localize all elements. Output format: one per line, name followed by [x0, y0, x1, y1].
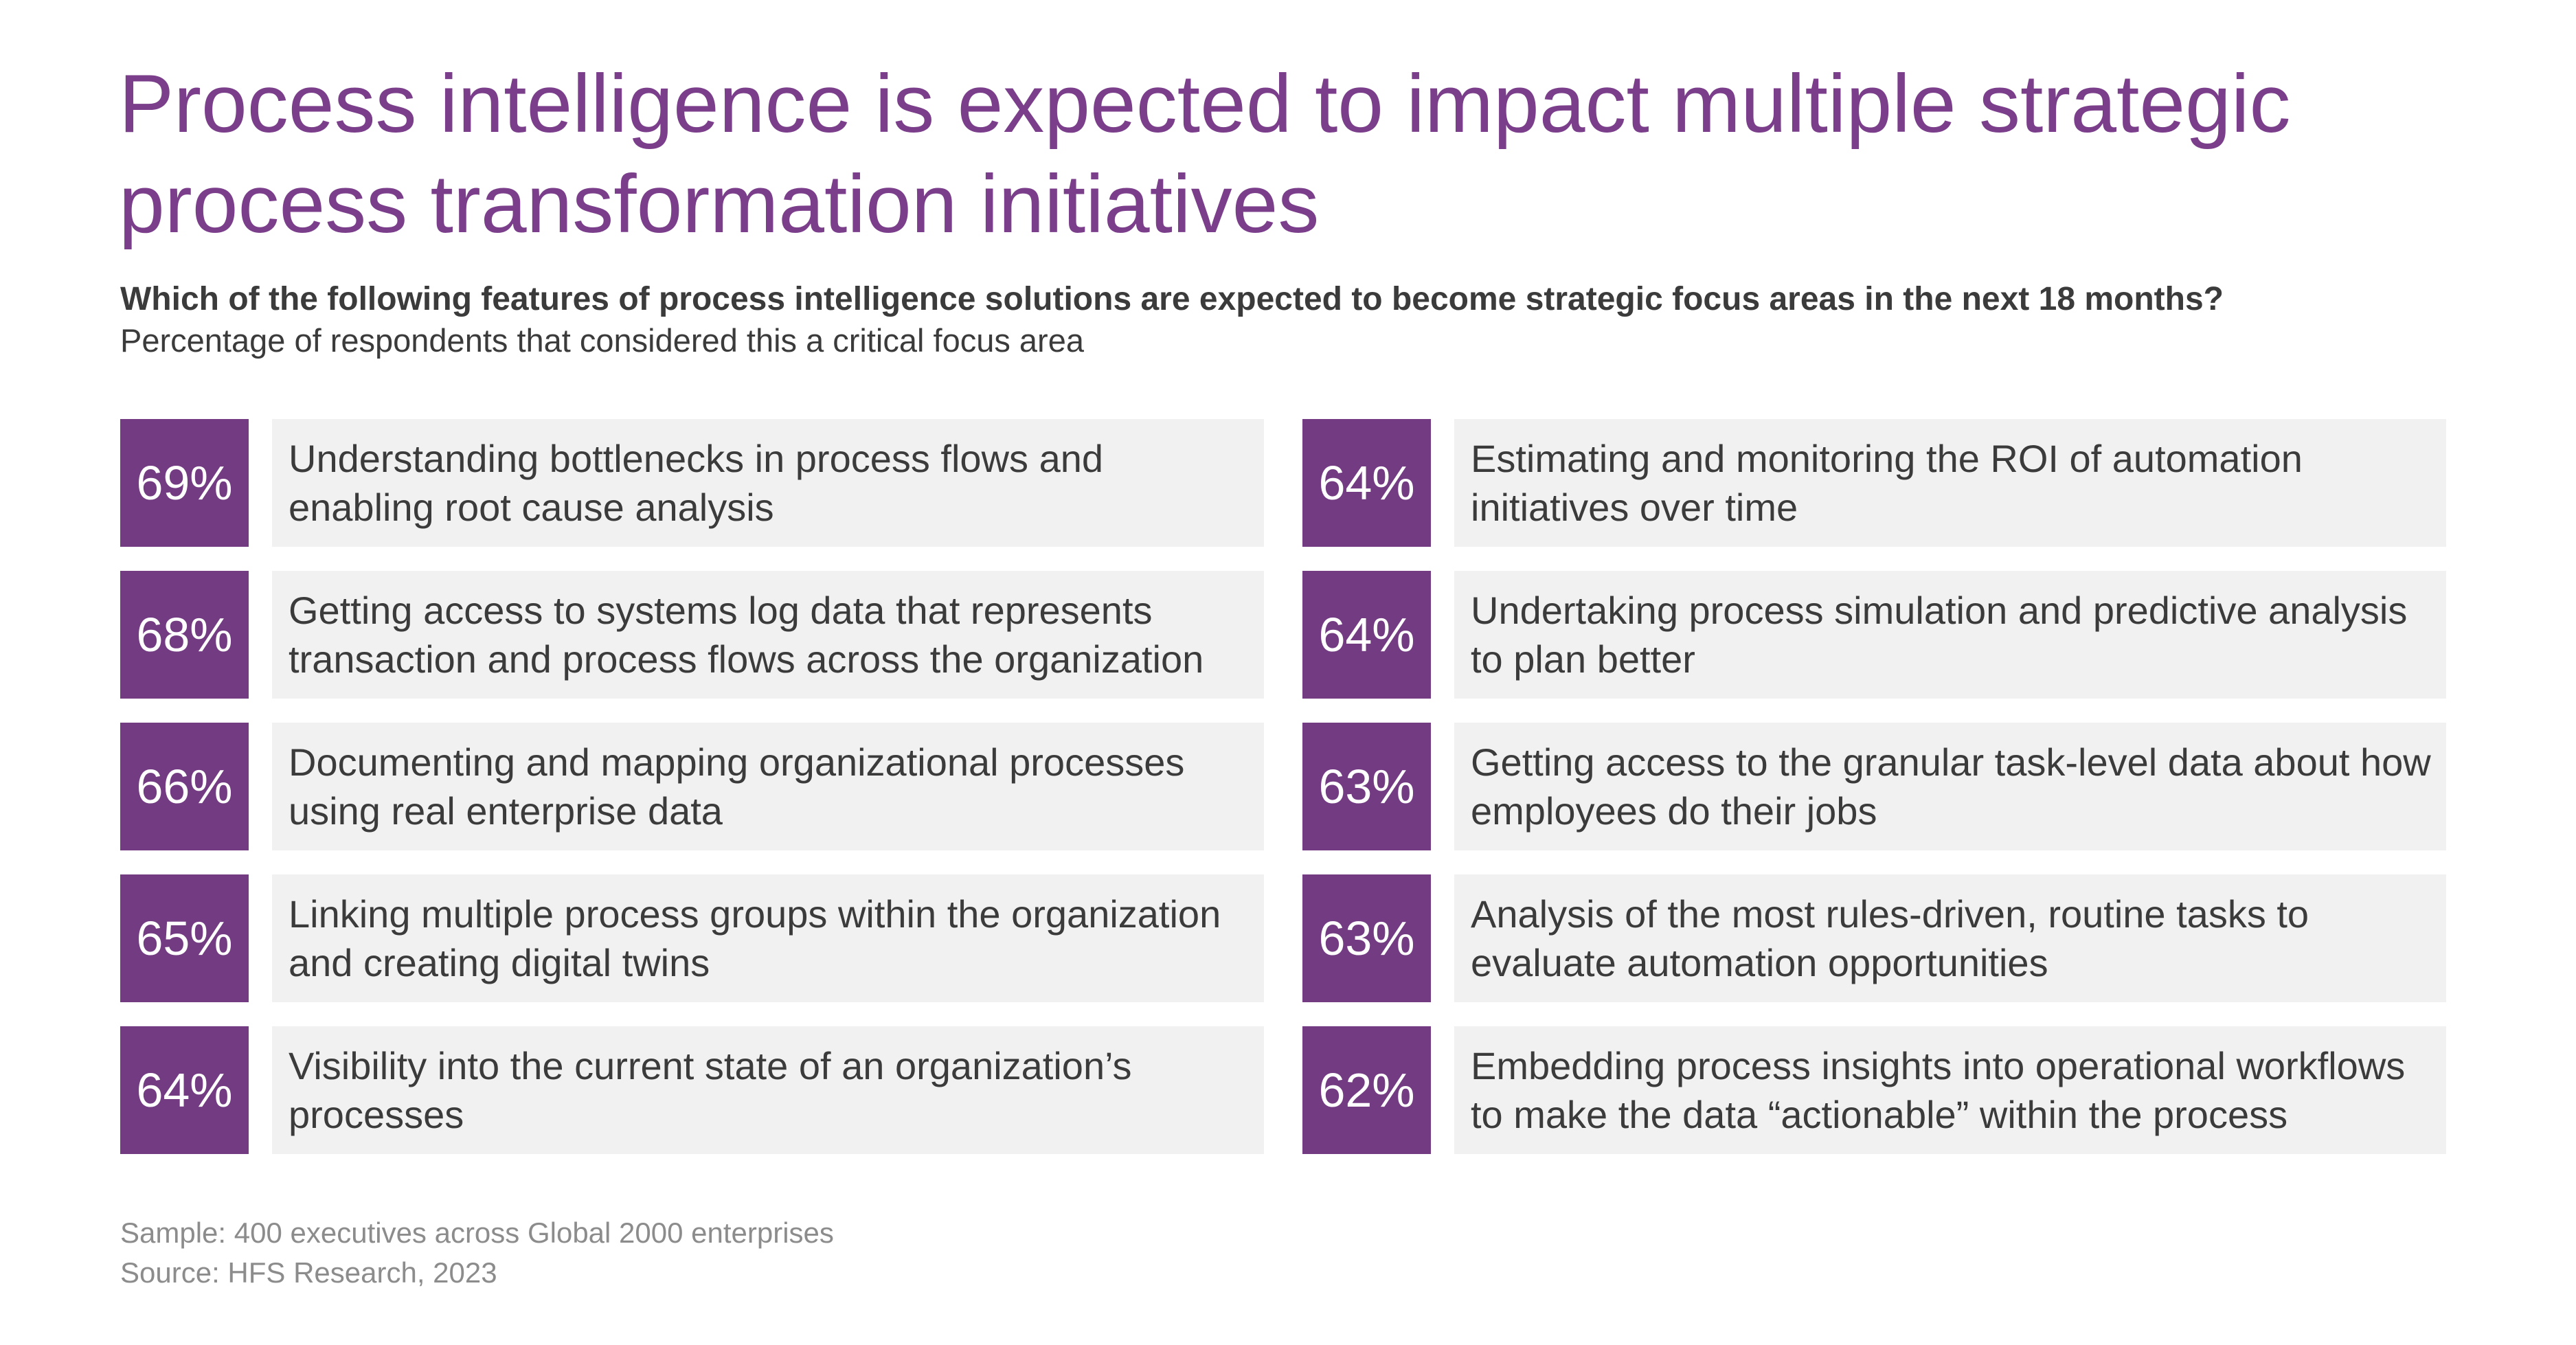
focus-area-item: 64% Undertaking process simulation and pr…: [1302, 571, 2446, 699]
focus-area-label: Linking multiple process groups within t…: [289, 892, 1221, 984]
focus-area-label-box: Analysis of the most rules-driven, routi…: [1454, 874, 2446, 1002]
focus-area-label: Getting access to systems log data that …: [289, 589, 1204, 681]
percentage-badge: 63%: [1302, 723, 1431, 850]
focus-area-label: Embedding process insights into operatio…: [1471, 1044, 2406, 1136]
percentage-badge: 62%: [1302, 1026, 1431, 1154]
percentage-badge: 64%: [1302, 571, 1431, 699]
focus-area-label: Documenting and mapping organizational p…: [289, 741, 1185, 833]
percentage-badge: 64%: [1302, 419, 1431, 547]
focus-area-label: Estimating and monitoring the ROI of aut…: [1471, 437, 2303, 529]
percentage-badge: 68%: [120, 571, 249, 699]
footer: Sample: 400 executives across Global 200…: [120, 1213, 834, 1293]
percentage-badge: 65%: [120, 874, 249, 1002]
survey-subtitle: Percentage of respondents that considere…: [120, 322, 1084, 359]
focus-area-item: 68% Getting access to systems log data th…: [120, 571, 1264, 699]
percentage-badge: 66%: [120, 723, 249, 850]
source-note: Source: HFS Research, 2023: [120, 1256, 497, 1289]
focus-area-item: 65% Linking multiple process groups withi…: [120, 874, 1264, 1002]
focus-area-label: Undertaking process simulation and predi…: [1471, 589, 2408, 681]
focus-area-label-box: Embedding process insights into operatio…: [1454, 1026, 2446, 1154]
focus-area-item: 62% Embedding process insights into opera…: [1302, 1026, 2446, 1154]
focus-area-label-box: Undertaking process simulation and predi…: [1454, 571, 2446, 699]
focus-area-label-box: Estimating and monitoring the ROI of aut…: [1454, 419, 2446, 547]
survey-question: Which of the following features of proce…: [120, 281, 2224, 317]
focus-area-label: Understanding bottlenecks in process flo…: [289, 437, 1104, 529]
focus-area-label-box: Getting access to systems log data that …: [272, 571, 1264, 699]
sample-note: Sample: 400 executives across Global 200…: [120, 1217, 834, 1249]
focus-area-label: Visibility into the current state of an …: [289, 1044, 1132, 1136]
focus-area-label-box: Linking multiple process groups within t…: [272, 874, 1264, 1002]
focus-area-label-box: Getting access to the granular task-leve…: [1454, 723, 2446, 850]
focus-area-label-box: Understanding bottlenecks in process flo…: [272, 419, 1264, 547]
focus-area-item: 63% Getting access to the granular task-l…: [1302, 723, 2446, 850]
focus-area-label: Analysis of the most rules-driven, routi…: [1471, 892, 2309, 984]
focus-area-label: Getting access to the granular task-leve…: [1471, 741, 2431, 833]
focus-area-item: 64% Estimating and monitoring the ROI of …: [1302, 419, 2446, 547]
focus-area-label-box: Visibility into the current state of an …: [272, 1026, 1264, 1154]
focus-area-item: 64% Visibility into the current state of …: [120, 1026, 1264, 1154]
percentage-badge: 69%: [120, 419, 249, 547]
focus-area-item: 69% Understanding bottlenecks in process …: [120, 419, 1264, 547]
percentage-badge: 64%: [120, 1026, 249, 1154]
focus-area-label-box: Documenting and mapping organizational p…: [272, 723, 1264, 850]
focus-area-item: 66% Documenting and mapping organizationa…: [120, 723, 1264, 850]
page-title: Process intelligence is expected to impa…: [119, 58, 2291, 250]
focus-area-item: 63% Analysis of the most rules-driven, ro…: [1302, 874, 2446, 1002]
percentage-badge: 63%: [1302, 874, 1431, 1002]
